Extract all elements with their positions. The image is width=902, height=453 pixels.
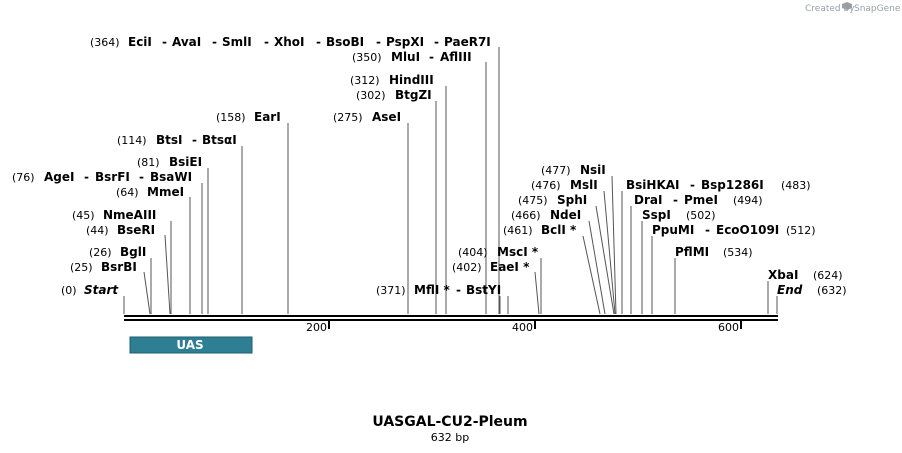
tick-200: 200 (306, 321, 330, 334)
tick-label-400: 400 (512, 321, 533, 334)
tick-400: 400 (512, 321, 536, 334)
site-512[interactable]: PpuMI - EcoO109I (512) (652, 219, 816, 238)
map-title: UASGAL-CU2-Pleum (372, 414, 527, 430)
cut-site-lines (123, 47, 778, 315)
tick-label-200: 200 (306, 321, 327, 334)
line-475 (595, 205, 615, 315)
site-477[interactable]: (477) NsiI (541, 159, 606, 178)
site-404[interactable]: (404) MscI * (458, 241, 539, 260)
site-302[interactable]: (302) BtgZI (356, 84, 432, 103)
site-275[interactable]: (275) AseI (333, 106, 401, 125)
site-402[interactable]: (402) EaeI * (452, 256, 530, 275)
credit-text: Created by (805, 4, 855, 14)
site-475[interactable]: (475) SphI (518, 189, 587, 208)
snapgene-logo (842, 2, 852, 10)
tick-label-600: 600 (718, 321, 739, 334)
sequence-backbone (124, 315, 778, 321)
brand-text: SnapGene (854, 4, 901, 14)
feature-uas-label: UAS (176, 338, 203, 352)
site-0-start[interactable]: (0) Start (61, 279, 119, 298)
site-461[interactable]: (461) BclI * (503, 219, 577, 238)
sequence-length: 632 bp (431, 431, 469, 444)
site-371[interactable]: (371) MflI * - BstYI (376, 279, 501, 298)
site-114[interactable]: (114) BtsI - BtsαI (117, 129, 237, 148)
line-461 (582, 235, 601, 315)
site-45[interactable]: (45) NmeAIII (72, 204, 156, 223)
site-632-end[interactable]: End (632) (777, 279, 847, 298)
site-494[interactable]: DraI - PmeI (494) (634, 189, 763, 208)
line-44 (164, 234, 171, 315)
feature-uas[interactable]: UAS (129, 336, 253, 354)
site-502[interactable]: SspI (502) (642, 204, 716, 223)
line-476 (603, 190, 616, 315)
site-534[interactable]: PflMI (534) (675, 241, 753, 260)
site-labels: (364) EciI - AvaI - SmlI - XhoI - BsoBI … (12, 31, 847, 298)
site-158[interactable]: (158) EarI (216, 106, 281, 125)
site-44[interactable]: (44) BseRI (86, 219, 155, 238)
site-26[interactable]: (26) BglI (89, 241, 146, 260)
site-466[interactable]: (466) NdeI (511, 204, 581, 223)
site-64[interactable]: (64) MmeI (116, 181, 184, 200)
site-350[interactable]: (350) MluI - AflIII (352, 46, 472, 65)
site-476[interactable]: (476) MslI (531, 174, 598, 193)
line-466 (588, 220, 606, 315)
site-312[interactable]: (312) HindIII (350, 69, 434, 88)
site-364[interactable]: (364) EciI - AvaI - SmlI - XhoI - BsoBI … (90, 31, 491, 50)
site-76[interactable]: (76) AgeI - BsrFI - BsaWI (12, 166, 192, 185)
line-402 (534, 271, 540, 315)
site-483[interactable]: BsiHKAI - Bsp1286I (483) (626, 174, 811, 193)
site-25[interactable]: (25) BsrBI (70, 256, 137, 275)
line-477 (611, 175, 617, 315)
site-81[interactable]: (81) BsiEI (137, 151, 202, 170)
line-25 (143, 271, 151, 315)
tick-600: 600 (718, 321, 742, 334)
site-624[interactable]: XbaI (624) (768, 264, 843, 283)
